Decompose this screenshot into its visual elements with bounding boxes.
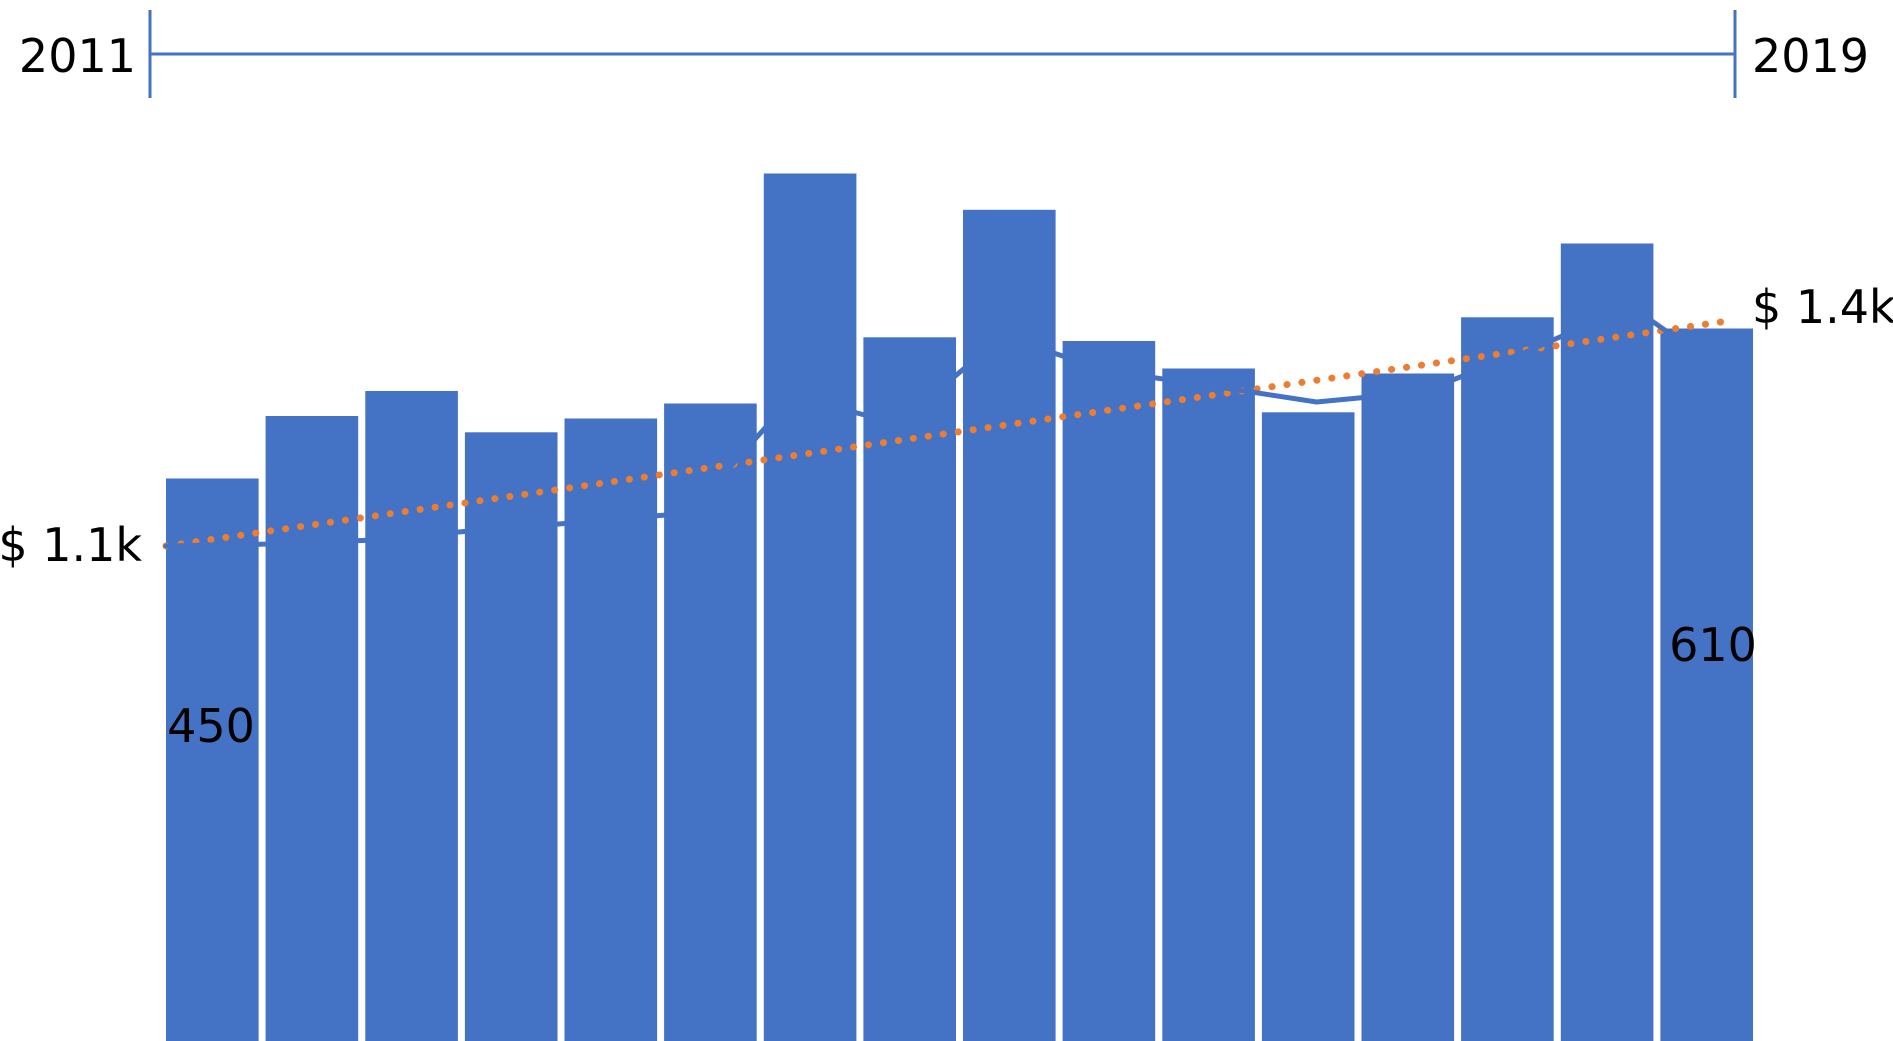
bar [1261, 412, 1355, 1041]
line-start-label: $ 1.1k [0, 518, 142, 572]
bar [464, 432, 558, 1041]
bar [963, 209, 1056, 1041]
bar-series [166, 173, 1753, 1041]
bar [265, 416, 359, 1041]
bar [166, 478, 259, 1041]
bar [365, 391, 458, 1041]
bar [664, 403, 757, 1041]
timeline-end-label: 2019 [1752, 29, 1869, 83]
line-series [163, 303, 1738, 549]
bar-end-label: 610 [1669, 618, 1757, 672]
bar [763, 173, 857, 1041]
bar [1560, 243, 1654, 1041]
bar [863, 337, 956, 1041]
line-path [163, 303, 1738, 549]
line-end-label: $ 1.4k [1752, 280, 1893, 334]
timeline-start-label: 2011 [19, 29, 136, 83]
bar [1162, 368, 1255, 1041]
bar [564, 418, 658, 1041]
bar [1461, 317, 1554, 1041]
bar [1361, 373, 1455, 1041]
bar-start-label: 450 [167, 699, 255, 753]
bar [1062, 341, 1156, 1041]
bar [1660, 328, 1753, 1041]
timeline: 2011 2019 [19, 10, 1869, 98]
